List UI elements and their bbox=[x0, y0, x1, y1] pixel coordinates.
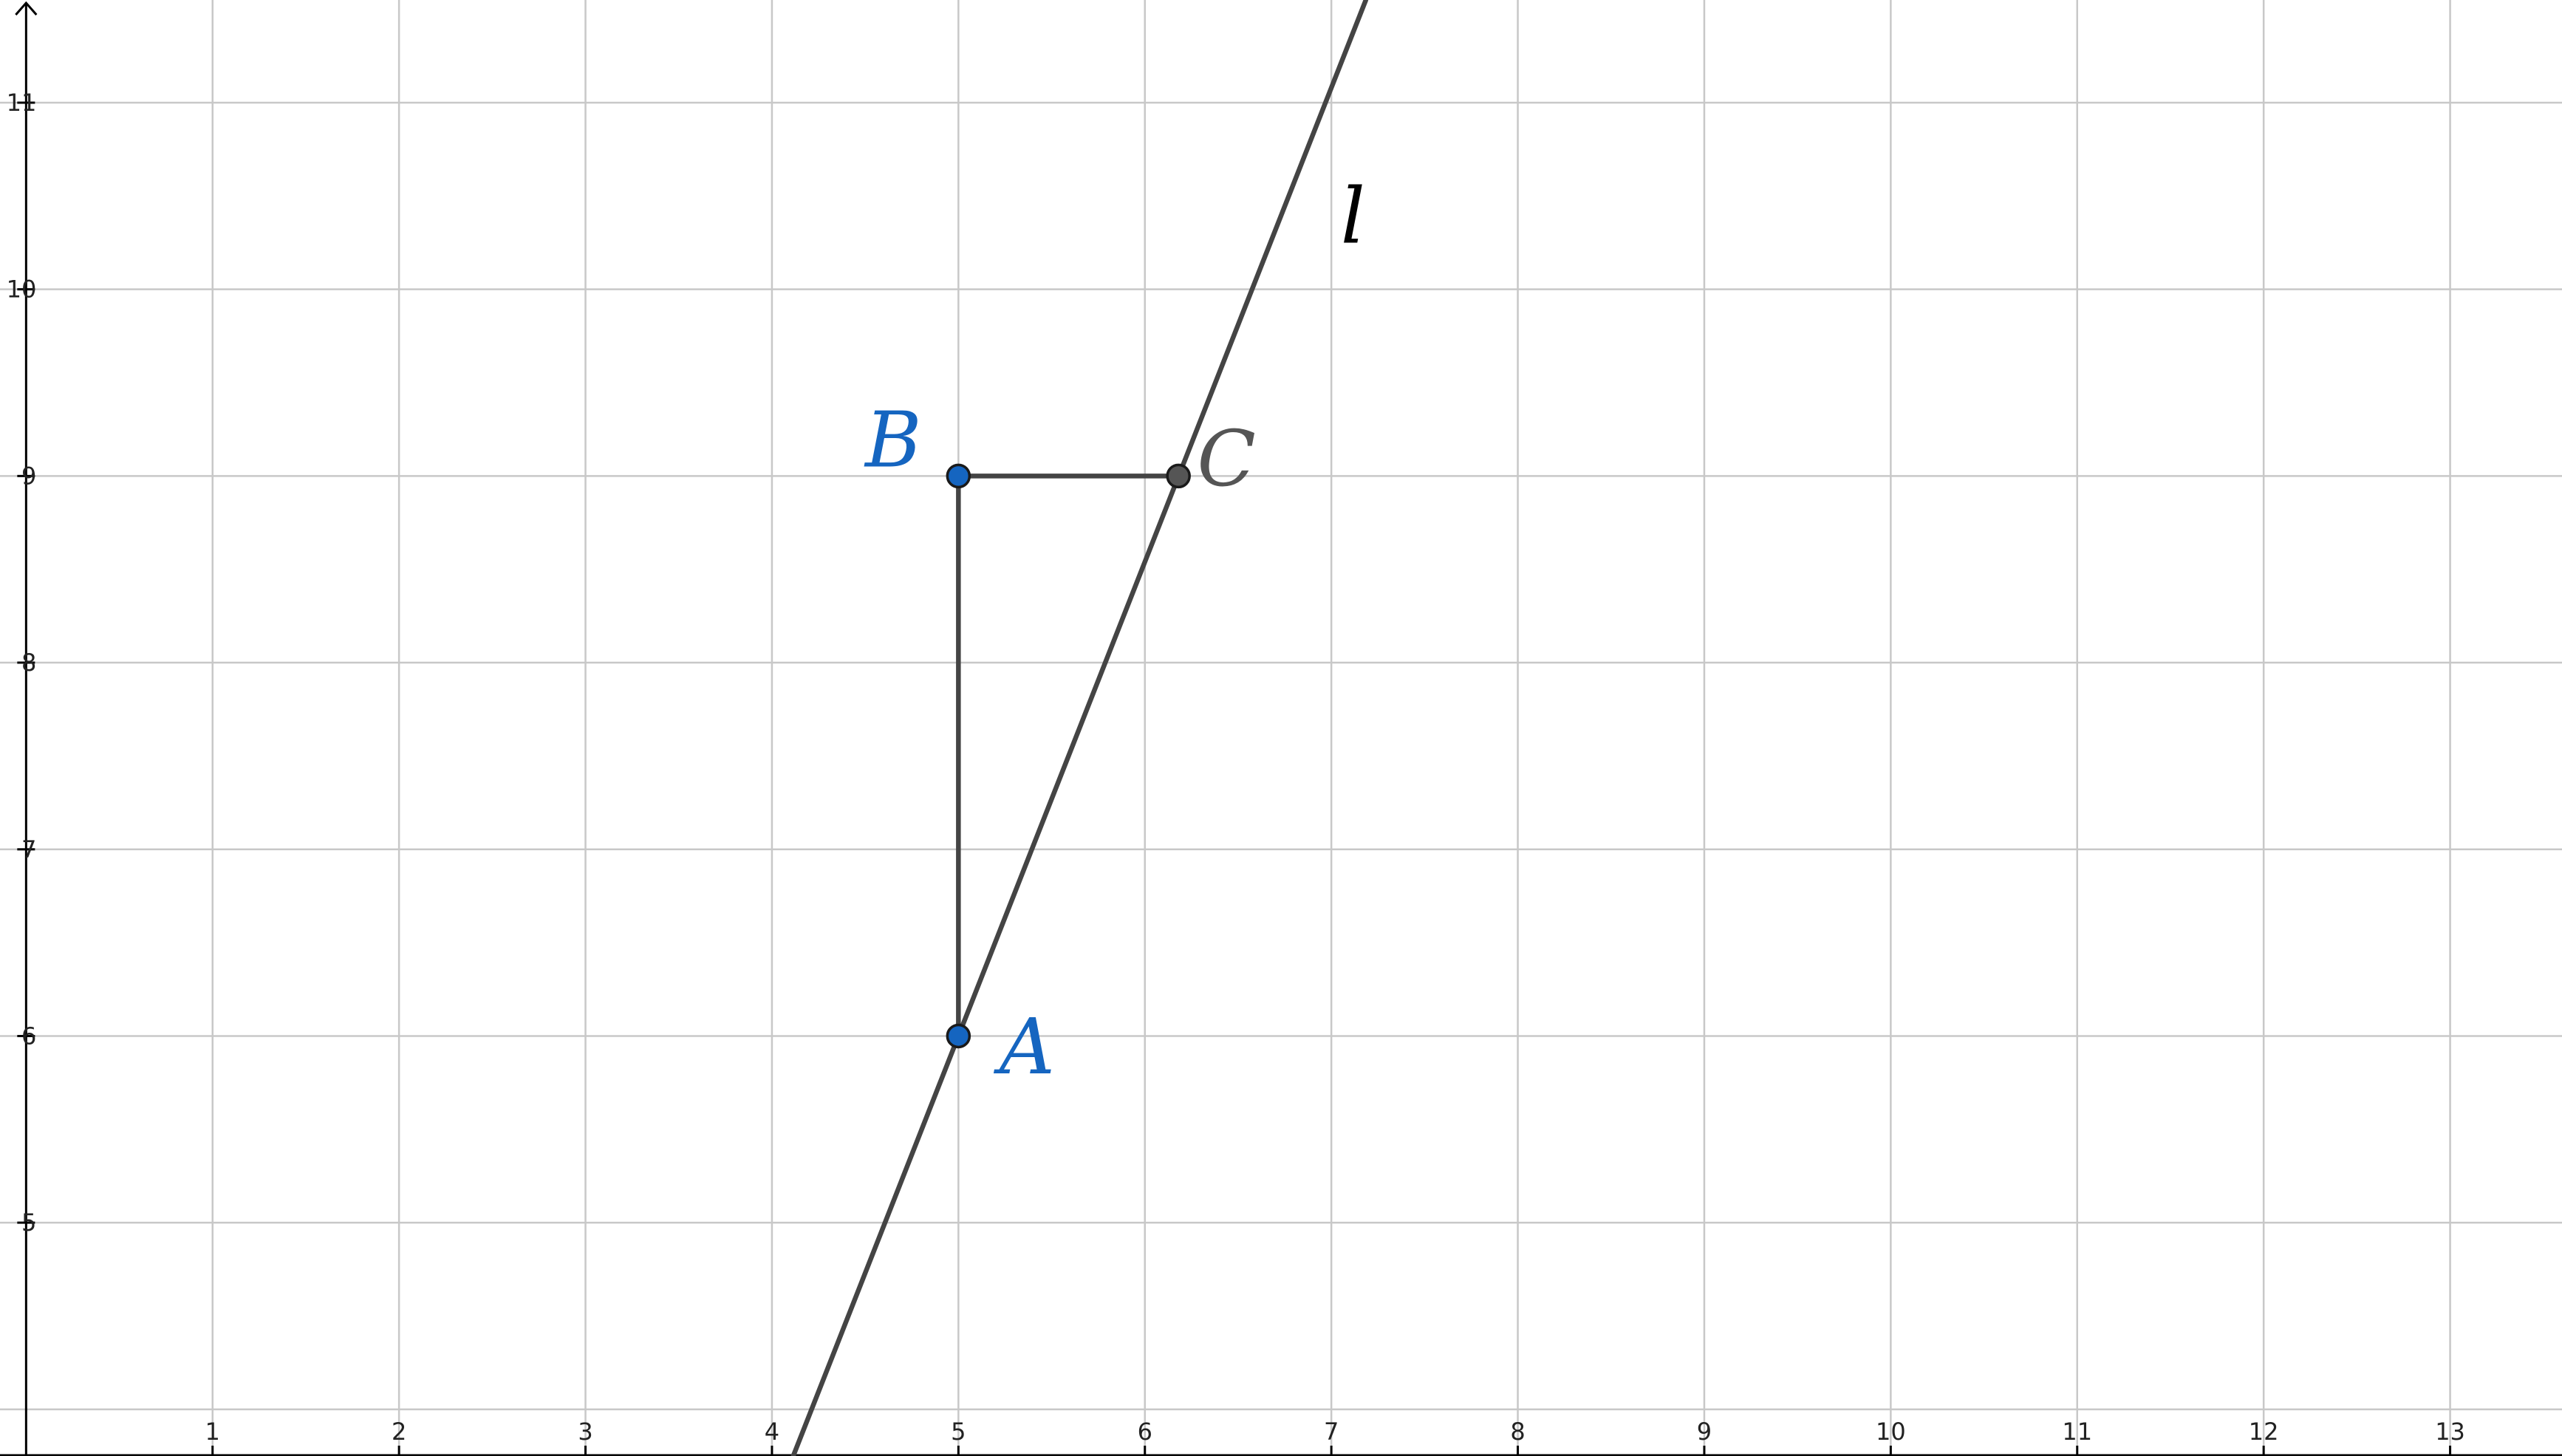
y-tick-label: 9 bbox=[21, 462, 36, 490]
x-tick-label: 5 bbox=[951, 1418, 966, 1446]
x-tick-label: 1 bbox=[205, 1418, 220, 1446]
x-tick-label: 8 bbox=[1510, 1418, 1525, 1446]
x-tick-label: 12 bbox=[2249, 1418, 2279, 1446]
x-tick-label: 4 bbox=[765, 1418, 779, 1446]
segments bbox=[956, 474, 1181, 1039]
y-axis-arrow-icon bbox=[15, 1, 38, 16]
point-B[interactable] bbox=[946, 463, 971, 489]
line-l[interactable] bbox=[790, 0, 1369, 1456]
y-tick-label: 10 bbox=[7, 276, 37, 304]
point-label-C: C bbox=[1197, 414, 1256, 504]
x-tick-label: 10 bbox=[1876, 1418, 1906, 1446]
x-tick-label: 9 bbox=[1697, 1418, 1712, 1446]
x-tick-label: 7 bbox=[1324, 1418, 1339, 1446]
line-label-l: l bbox=[1341, 171, 1365, 262]
point-A[interactable] bbox=[946, 1023, 971, 1049]
x-tick-label: 13 bbox=[2435, 1418, 2465, 1446]
x-tick-label: 11 bbox=[2062, 1418, 2092, 1446]
y-tick-label: 7 bbox=[21, 835, 36, 864]
y-tick-labels: 5 6 7 8 9 10 11 bbox=[7, 89, 37, 1237]
x-tick-label: 3 bbox=[578, 1418, 592, 1446]
y-tick-label: 6 bbox=[21, 1022, 36, 1050]
x-tick-label: 6 bbox=[1138, 1418, 1152, 1446]
point-label-A: A bbox=[994, 1002, 1055, 1092]
points: A B C bbox=[864, 395, 1256, 1092]
y-tick-label: 11 bbox=[7, 89, 37, 117]
y-tick-label: 8 bbox=[21, 649, 36, 677]
x-tick-labels: 1 2 3 4 5 6 7 8 9 10 11 12 13 bbox=[205, 1418, 2465, 1456]
y-tick-label: 5 bbox=[21, 1209, 36, 1237]
x-tick-label: 2 bbox=[392, 1418, 406, 1446]
point-C[interactable] bbox=[1166, 463, 1191, 489]
lines: l bbox=[790, 0, 1369, 1456]
point-label-B: B bbox=[864, 395, 921, 485]
